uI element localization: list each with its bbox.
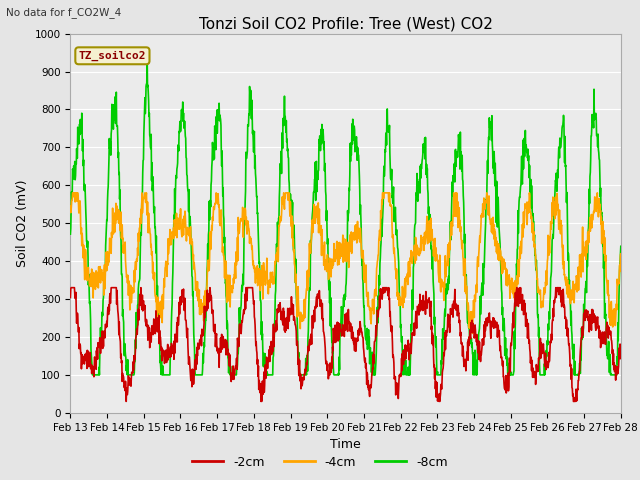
-2cm	[312, 300, 320, 306]
-8cm	[617, 243, 625, 249]
-8cm	[109, 126, 117, 132]
-8cm	[301, 372, 308, 378]
-2cm	[122, 398, 130, 404]
-8cm	[88, 372, 96, 378]
Text: No data for f_CO2W_4: No data for f_CO2W_4	[6, 7, 122, 18]
-2cm	[381, 285, 388, 290]
-4cm	[617, 251, 625, 257]
Text: TZ_soilco2: TZ_soilco2	[79, 51, 146, 61]
Title: Tonzi Soil CO2 Profile: Tree (West) CO2: Tonzi Soil CO2 Profile: Tree (West) CO2	[198, 16, 493, 31]
-8cm	[132, 346, 140, 351]
-4cm	[68, 190, 76, 196]
-4cm	[312, 212, 319, 218]
X-axis label: Time: Time	[330, 438, 361, 451]
-4cm	[109, 231, 117, 237]
-8cm	[312, 161, 320, 167]
-4cm	[132, 259, 140, 265]
Legend: -2cm, -4cm, -8cm: -2cm, -4cm, -8cm	[187, 451, 453, 474]
-8cm	[322, 192, 330, 198]
-2cm	[67, 285, 75, 290]
-4cm	[300, 297, 308, 302]
-4cm	[322, 265, 330, 271]
-2cm	[109, 285, 117, 290]
Y-axis label: Soil CO2 (mV): Soil CO2 (mV)	[16, 180, 29, 267]
-2cm	[132, 334, 140, 340]
-2cm	[322, 361, 330, 367]
Line: -4cm: -4cm	[70, 193, 621, 334]
-8cm	[67, 231, 74, 237]
-2cm	[301, 372, 308, 378]
Line: -2cm: -2cm	[70, 288, 621, 401]
-4cm	[67, 204, 74, 209]
-2cm	[67, 295, 74, 300]
-4cm	[468, 331, 476, 336]
-8cm	[143, 50, 151, 56]
-4cm	[380, 190, 388, 196]
-8cm	[381, 173, 388, 179]
Line: -8cm: -8cm	[70, 53, 621, 375]
-2cm	[617, 346, 625, 352]
